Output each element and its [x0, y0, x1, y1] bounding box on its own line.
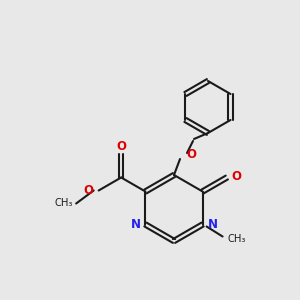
Text: O: O: [232, 170, 242, 183]
Text: N: N: [130, 218, 140, 231]
Text: O: O: [116, 140, 126, 153]
Text: O: O: [186, 148, 196, 161]
Text: O: O: [84, 184, 94, 197]
Text: N: N: [208, 218, 218, 231]
Text: CH₃: CH₃: [55, 199, 73, 208]
Text: CH₃: CH₃: [228, 233, 246, 244]
